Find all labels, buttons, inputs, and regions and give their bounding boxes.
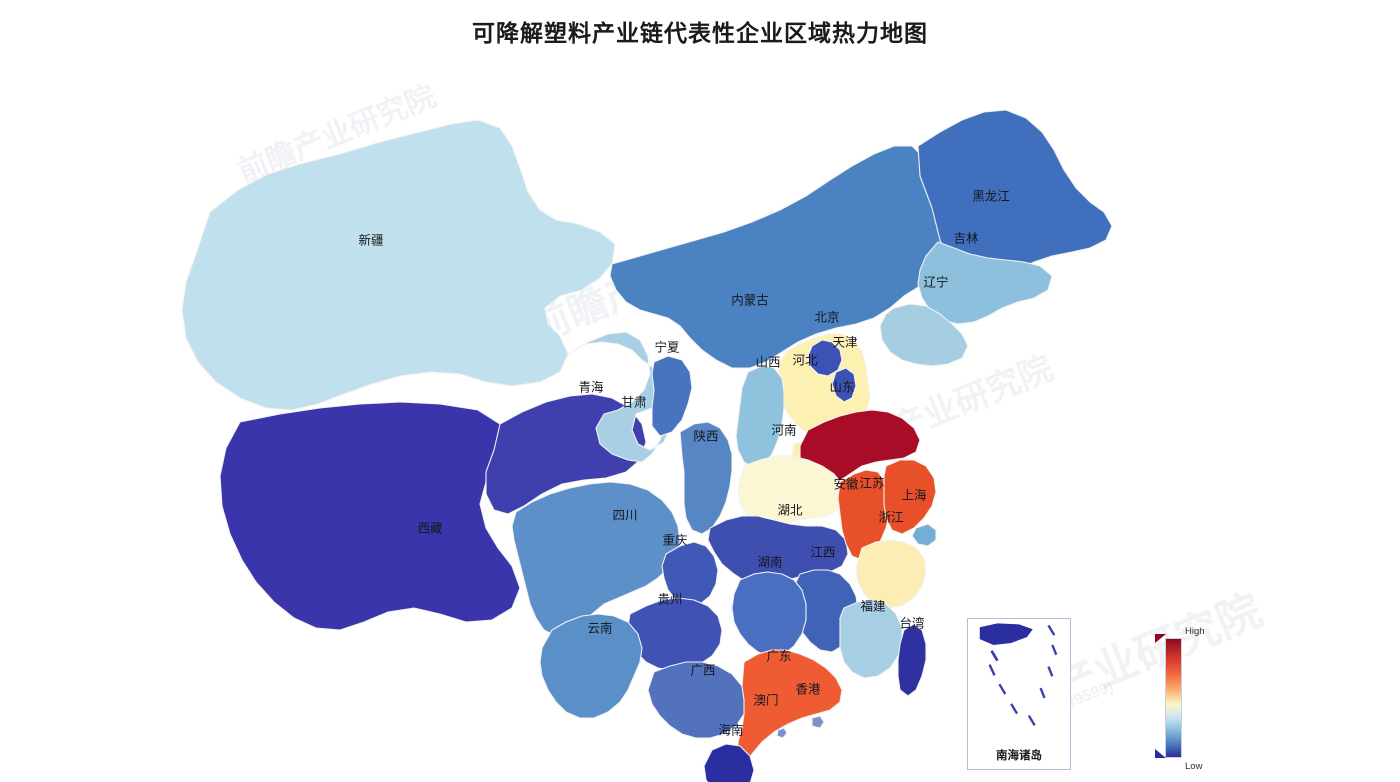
inset-dash-2 bbox=[1051, 644, 1058, 656]
province-label-heilongjiang: 黑龙江 bbox=[972, 189, 1010, 203]
province-henan[interactable] bbox=[737, 455, 845, 527]
province-hunan[interactable] bbox=[731, 571, 807, 657]
inset-dash-6 bbox=[998, 683, 1007, 695]
province-label-zhejiang: 浙江 bbox=[878, 509, 903, 524]
inset-dash-1 bbox=[1047, 624, 1056, 636]
province-heilongjiang[interactable] bbox=[917, 109, 1113, 279]
province-label-tianjin: 天津 bbox=[832, 335, 857, 349]
inset-svg bbox=[979, 623, 1058, 726]
province-ningxia[interactable] bbox=[651, 355, 693, 437]
province-label-hainan: 海南 bbox=[718, 722, 743, 737]
inset-dash-9 bbox=[1027, 714, 1036, 726]
legend-high-label: High bbox=[1185, 626, 1205, 637]
province-shanghai[interactable] bbox=[911, 523, 937, 547]
province-label-xizang: 西藏 bbox=[417, 521, 443, 535]
province-label-chongqing: 重庆 bbox=[662, 532, 688, 547]
province-label-fujian: 福建 bbox=[860, 598, 886, 613]
province-hubei[interactable] bbox=[707, 515, 849, 587]
province-jilin[interactable] bbox=[917, 241, 1053, 325]
province-xinjiang[interactable] bbox=[181, 119, 616, 411]
province-label-guangxi: 广西 bbox=[690, 663, 715, 677]
province-sichuan[interactable] bbox=[511, 481, 681, 637]
province-label-xinjiang: 新疆 bbox=[358, 232, 383, 247]
province-label-jiangsu: 江苏 bbox=[859, 475, 884, 490]
province-label-shaanxi: 陕西 bbox=[693, 428, 718, 443]
inset-dash-7 bbox=[1039, 687, 1046, 699]
province-guangxi[interactable] bbox=[647, 661, 747, 739]
province-label-taiwan: 台湾 bbox=[899, 615, 924, 630]
province-shaanxi[interactable] bbox=[679, 421, 733, 535]
province-label-jilin: 吉林 bbox=[953, 231, 979, 245]
province-macau[interactable] bbox=[776, 727, 788, 739]
province-label-beijing: 北京 bbox=[814, 310, 839, 324]
legend-low-arrow-icon bbox=[1155, 749, 1166, 758]
legend-low-label: Low bbox=[1185, 761, 1203, 772]
province-label-hongkong: 香港 bbox=[795, 682, 821, 696]
province-label-sichuan: 四川 bbox=[612, 508, 637, 522]
colorbar-legend: High Low bbox=[1155, 626, 1219, 772]
province-chongqing[interactable] bbox=[661, 541, 719, 607]
province-hongkong[interactable] bbox=[811, 715, 825, 729]
province-label-jiangxi: 江西 bbox=[810, 545, 835, 559]
inset-landmass bbox=[979, 623, 1033, 645]
province-label-liaoning: 辽宁 bbox=[923, 274, 948, 289]
province-label-guizhou: 贵州 bbox=[657, 592, 682, 606]
province-shanxi[interactable] bbox=[735, 365, 785, 469]
province-guizhou[interactable] bbox=[627, 597, 723, 671]
province-xizang[interactable] bbox=[219, 401, 521, 631]
province-taiwan[interactable] bbox=[897, 623, 927, 697]
province-beijing[interactable] bbox=[807, 339, 843, 377]
inset-dash-3 bbox=[990, 650, 999, 662]
province-label-gansu: 甘肃 bbox=[621, 395, 646, 409]
province-label-anhui: 安徽 bbox=[833, 476, 859, 491]
province-label-hebei: 河北 bbox=[792, 353, 818, 367]
province-label-ningxia: 宁夏 bbox=[654, 339, 680, 354]
province-label-macau: 澳门 bbox=[753, 692, 778, 707]
province-yunnan[interactable] bbox=[539, 613, 643, 719]
page-title: 可降解塑料产业链代表性企业区域热力地图 bbox=[472, 20, 928, 46]
provinces-layer bbox=[181, 109, 1113, 782]
province-fujian[interactable] bbox=[839, 599, 903, 679]
province-tianjin[interactable] bbox=[831, 367, 857, 403]
province-label-guangdong: 广东 bbox=[766, 649, 791, 663]
province-label-hubei: 湖北 bbox=[777, 502, 803, 517]
province-label-shandong: 山东 bbox=[829, 380, 854, 394]
province-guangdong[interactable] bbox=[737, 649, 843, 767]
province-label-hunan: 湖南 bbox=[757, 554, 782, 569]
province-label-henan: 河南 bbox=[771, 422, 796, 437]
province-zhejiang[interactable] bbox=[855, 539, 927, 609]
inset-label: 南海诸岛 bbox=[996, 750, 1042, 762]
province-label-qinghai: 青海 bbox=[578, 379, 604, 394]
province-label-shanghai: 上海 bbox=[901, 487, 927, 502]
south-china-sea-inset: 南海诸岛 bbox=[967, 618, 1071, 770]
china-choropleth-map: 新疆西藏 青海甘肃 宁夏 内蒙古山西 河北 北京天津山东河南 陕西四川重庆 湖北 安徽 江苏上海浙… bbox=[0, 42, 1400, 782]
province-jiangsu[interactable] bbox=[883, 459, 937, 535]
province-label-yunnan: 云南 bbox=[587, 620, 612, 635]
province-hainan[interactable] bbox=[703, 743, 755, 782]
province-label-neimenggu: 内蒙古 bbox=[731, 292, 769, 307]
inset-dash-4 bbox=[988, 664, 996, 676]
province-label-shanxi: 山西 bbox=[755, 355, 780, 369]
province-liaoning[interactable] bbox=[879, 303, 969, 367]
legend-high-arrow-icon bbox=[1155, 634, 1166, 643]
legend-gradient-bar bbox=[1165, 638, 1182, 758]
inset-dash-8 bbox=[1010, 703, 1019, 715]
inset-dash-5 bbox=[1047, 666, 1054, 677]
